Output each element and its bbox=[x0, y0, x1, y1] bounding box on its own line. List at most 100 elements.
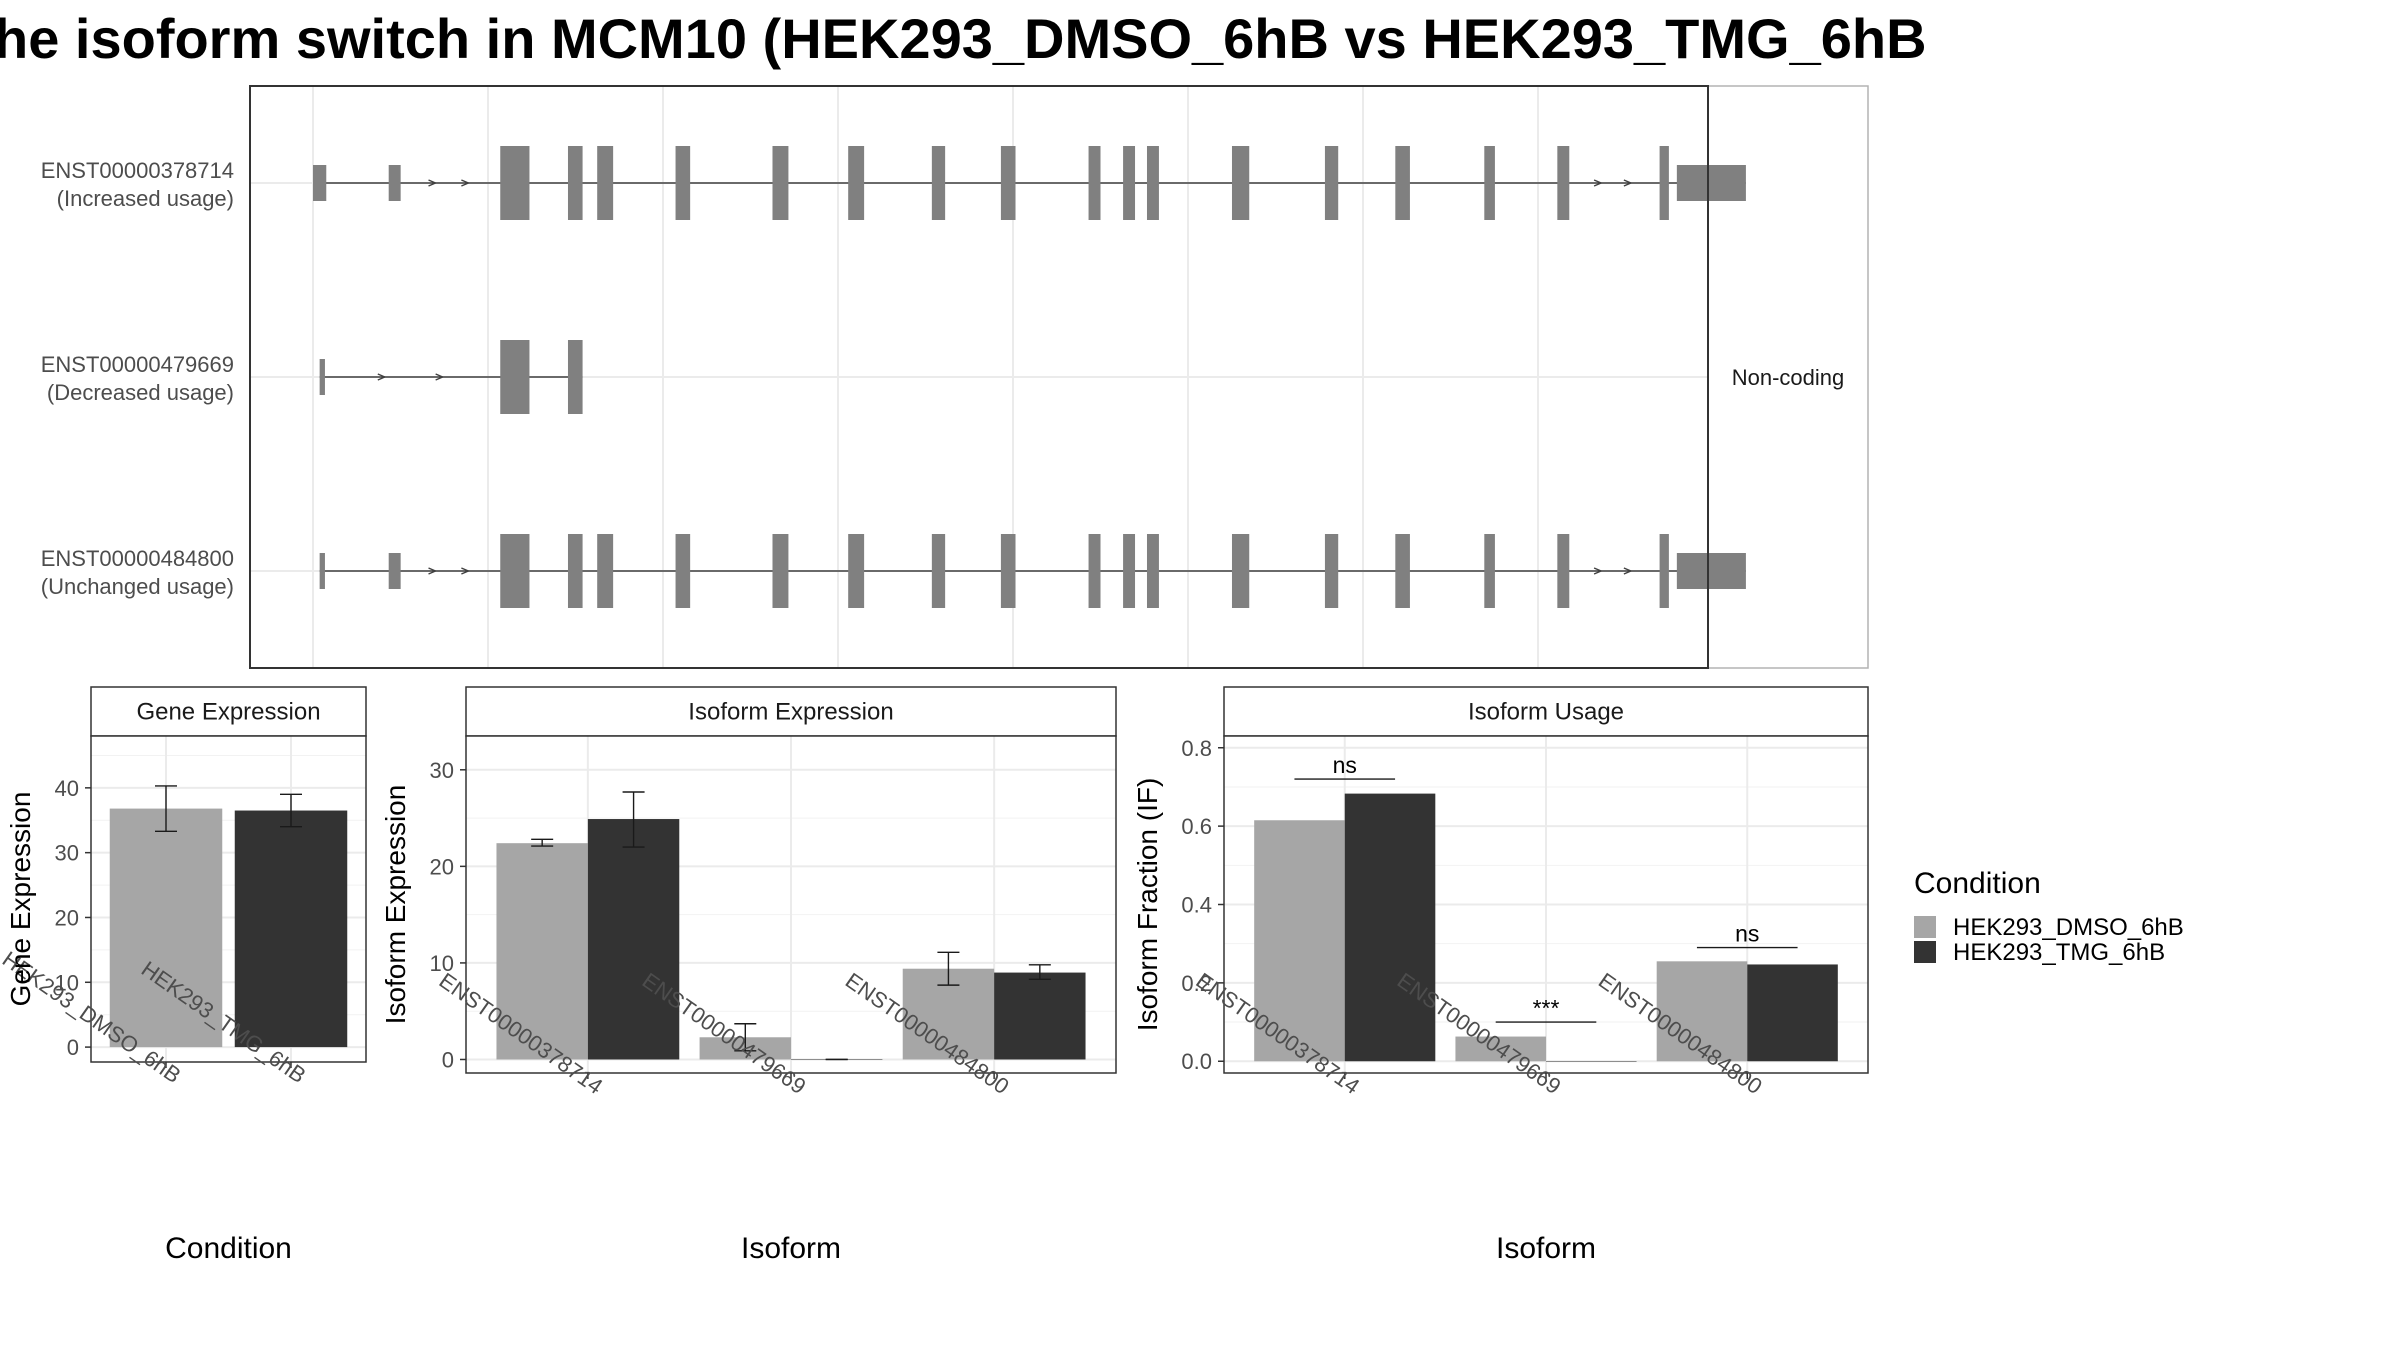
figure-title: he isoform switch in MCM10 (HEK293_DMSO_… bbox=[0, 7, 1927, 70]
exon-3 bbox=[567, 340, 583, 414]
y-axis-title: Isoform Expression bbox=[380, 785, 411, 1025]
exon-9 bbox=[931, 534, 946, 608]
intron-direction-arrow bbox=[377, 373, 387, 381]
legend-title: Condition bbox=[1914, 867, 2041, 900]
intron-direction-arrow bbox=[461, 179, 471, 187]
y-tick-label: 0.4 bbox=[1181, 893, 1212, 918]
isoform-id-label: ENST00000378714 bbox=[41, 158, 234, 183]
panel-strip bbox=[465, 686, 1117, 737]
exon-1 bbox=[319, 359, 325, 395]
y-tick-label: 30 bbox=[55, 841, 79, 866]
intron-direction-arrow bbox=[461, 567, 471, 575]
exon-15 bbox=[1324, 534, 1339, 608]
bar-HEK293_TMG_6hB-ENST00000378714 bbox=[1344, 793, 1436, 1062]
exon-17 bbox=[1484, 146, 1495, 220]
exon-8 bbox=[848, 534, 865, 608]
bar-HEK293_TMG_6hB-ENST00000479669 bbox=[1546, 1061, 1637, 1062]
exon-5 bbox=[597, 146, 614, 220]
x-axis-title: Isoform bbox=[1496, 1232, 1596, 1265]
exon-20 bbox=[1676, 165, 1746, 201]
error-bar bbox=[531, 838, 554, 847]
exon-16 bbox=[1395, 534, 1410, 608]
exon-17 bbox=[1484, 534, 1495, 608]
isoform-row-ENST00000484800: ENST00000484800 (Unchanged usage) bbox=[41, 534, 1746, 608]
y-tick-label: 0.8 bbox=[1181, 736, 1212, 761]
y-tick-label: 0 bbox=[67, 1035, 79, 1060]
panel-title: Gene Expression bbox=[136, 699, 320, 726]
legend-swatch bbox=[1914, 941, 1936, 963]
bar-HEK293_DMSO_6hB-ENST00000378714 bbox=[496, 843, 588, 1060]
x-axis-title: Isoform bbox=[741, 1232, 841, 1265]
exon-2 bbox=[388, 165, 401, 201]
bar-charts: Gene Expression010203040HEK293_DMSO_6hBH… bbox=[0, 686, 1869, 1265]
exon-5 bbox=[597, 534, 614, 608]
chart-gene-expression: Gene Expression010203040HEK293_DMSO_6hBH… bbox=[0, 686, 367, 1265]
exon-20 bbox=[1676, 553, 1746, 589]
isoform-row-ENST00000479669: ENST00000479669 (Decreased usage) Non-codi… bbox=[41, 340, 1844, 414]
y-tick-label: 0.6 bbox=[1181, 814, 1212, 839]
panel-title: Isoform Expression bbox=[688, 699, 893, 726]
exon-1 bbox=[319, 553, 325, 589]
exon-13 bbox=[1146, 534, 1159, 608]
exon-9 bbox=[931, 146, 946, 220]
exon-2 bbox=[500, 340, 530, 414]
exon-7 bbox=[772, 146, 789, 220]
legend-swatch bbox=[1914, 916, 1936, 938]
panel-strip bbox=[1223, 686, 1869, 737]
exon-15 bbox=[1324, 146, 1339, 220]
error-bar bbox=[155, 785, 177, 832]
exon-4 bbox=[567, 534, 583, 608]
exon-12 bbox=[1123, 534, 1136, 608]
bar-HEK293_TMG_6hB-HEK293_TMG_6hB bbox=[234, 810, 348, 1048]
chart-isoform-expression: Isoform Expression0102030ENST00000378714… bbox=[380, 686, 1117, 1265]
intron-direction-arrow bbox=[428, 567, 438, 575]
exon-14 bbox=[1231, 146, 1250, 220]
error-bar bbox=[622, 791, 645, 848]
exon-18 bbox=[1557, 534, 1570, 608]
exon-3 bbox=[500, 146, 530, 220]
exon-8 bbox=[848, 146, 865, 220]
error-bar bbox=[734, 1023, 757, 1052]
exon-19 bbox=[1659, 146, 1669, 220]
exon-6 bbox=[675, 146, 691, 220]
panel-border bbox=[90, 735, 367, 1063]
y-tick-label: 0.0 bbox=[1181, 1049, 1212, 1074]
exon-19 bbox=[1659, 534, 1669, 608]
error-bar bbox=[280, 793, 302, 828]
panel-strip bbox=[90, 686, 367, 737]
exon-10 bbox=[1000, 534, 1016, 608]
intron-direction-arrow bbox=[1593, 179, 1603, 187]
exon-18 bbox=[1557, 146, 1570, 220]
y-axis-title: Gene Expression bbox=[5, 792, 36, 1007]
exon-13 bbox=[1146, 146, 1159, 220]
legend-label: HEK293_DMSO_6hB bbox=[1953, 914, 2184, 941]
y-tick-label: 20 bbox=[430, 854, 454, 879]
y-tick-label: 40 bbox=[55, 776, 79, 801]
exon-16 bbox=[1395, 146, 1410, 220]
exon-11 bbox=[1088, 534, 1101, 608]
isoform-row-ENST00000378714: ENST00000378714 (Increased usage) bbox=[41, 146, 1746, 220]
exon-11 bbox=[1088, 146, 1101, 220]
bar-HEK293_TMG_6hB-ENST00000484800 bbox=[994, 972, 1086, 1060]
y-tick-label: 10 bbox=[55, 970, 79, 995]
exon-2 bbox=[388, 553, 401, 589]
isoform-usage-label: (Increased usage) bbox=[57, 186, 234, 211]
intron-direction-arrow bbox=[1623, 179, 1633, 187]
significance-label: ns bbox=[1735, 921, 1759, 947]
exon-4 bbox=[567, 146, 583, 220]
exon-7 bbox=[772, 534, 789, 608]
y-tick-label: 10 bbox=[430, 951, 454, 976]
intron-direction-arrow bbox=[435, 373, 445, 381]
significance-label: ns bbox=[1333, 752, 1357, 778]
intron-direction-arrow bbox=[1623, 567, 1633, 575]
exon-1 bbox=[313, 165, 327, 201]
exon-12 bbox=[1123, 146, 1136, 220]
intron-direction-arrow bbox=[1593, 567, 1603, 575]
exon-14 bbox=[1231, 534, 1250, 608]
exon-6 bbox=[675, 534, 691, 608]
isoform-usage-label: (Unchanged usage) bbox=[41, 574, 234, 599]
bar-HEK293_TMG_6hB-ENST00000378714 bbox=[587, 819, 680, 1060]
bar-HEK293_DMSO_6hB-ENST00000378714 bbox=[1254, 820, 1345, 1062]
y-tick-label: 30 bbox=[430, 758, 454, 783]
